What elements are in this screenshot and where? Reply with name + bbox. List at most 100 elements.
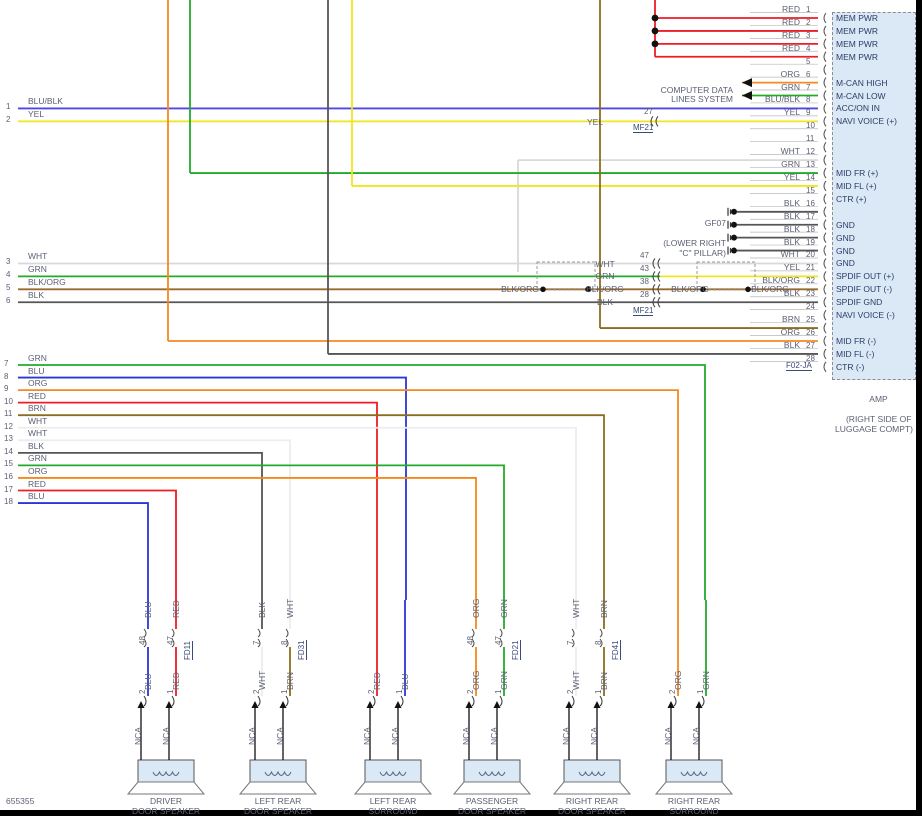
left-pin-wire-label-7: GRN [28,353,47,363]
left-pin-wire-label-9: ORG [28,378,48,389]
amp-connector-ref: F02-JA [786,361,812,371]
speaker-coil-driver-door-speaker [152,770,180,776]
speaker-lead-arrow-passenger-door-speaker-1 [493,701,501,708]
amp-pin-number-25: 25 [806,315,815,325]
wire-left-pin-17 [18,489,177,600]
amp-pin-number-9: 9 [806,108,811,118]
left-pin-wire-label-11: BRN [28,403,46,414]
speaker-leg-bot-label-left-rear-door-speaker-0: WHT [257,670,267,690]
amp-pin-function-8: ACC/ON IN [836,103,880,114]
amp-pin-function-7: M-CAN LOW [836,90,886,101]
left-pin-number-3: 3 [6,257,11,267]
amp-pin-number-28: 28 [806,353,815,363]
ground-location: (LOWER RIGHT "C" PILLAR) [663,238,726,258]
speaker-lead-arrow-left-rear-surround-speaker-0 [366,701,374,708]
wire-left-pin-15 [18,464,505,600]
mf21-lower-pin-47: 47 [640,251,649,261]
wire-left-pin-9 [18,389,679,600]
speaker-leg-top-label-passenger-door-speaker-1: GRN [499,599,509,618]
amp-pin-wire-label-9: YEL [783,107,800,118]
amp-box-caption: AMP (RIGHT SIDE OF LUGGAGE COMPT) [835,384,913,444]
amp-pin-number-1: 1 [806,5,811,14]
speaker-lead-arrow-passenger-door-speaker-0 [465,701,473,708]
amp-pin-function-6: M-CAN HIGH [836,77,888,88]
speaker-cone-left-rear-door-speaker [238,781,318,795]
amp-pin-number-6: 6 [806,69,811,79]
inline-connector-glyph [650,116,654,127]
wire-left-pin-13 [18,439,291,600]
speaker-pin-arc-right-rear-door-speaker-0 [571,695,575,707]
speaker-pin-number-right-rear-surround-speaker-1: 1 [696,689,705,694]
amp-pin-function-26: MID FR (-) [836,336,877,346]
speaker-lead-arrow-right-rear-surround-speaker-1 [695,701,703,708]
speaker-pin-number-right-rear-door-speaker-1: 1 [594,689,603,694]
speaker-conn-pin-left-rear-door-speaker-1: 8 [280,640,289,645]
speaker-pin-arc-passenger-door-speaker-1 [499,695,503,707]
mf21-lower-ref: MF21 [633,306,654,317]
amp-pin-bracket [823,128,827,140]
amp-pin-bracket [823,167,827,179]
computer-data-line2: LINES SYSTEM [671,94,733,104]
amp-pin-function-1: MEM PWR [836,13,879,23]
speaker-leg-bot-label-right-rear-door-speaker-1: BRN [599,672,609,690]
amp-pin-wire-label-21: YEL [783,262,800,273]
speaker-pin-number-left-rear-surround-speaker-0: 2 [367,689,376,694]
amp-pin-number-16: 16 [806,198,815,208]
left-pin-wire-label-18: BLU [28,491,45,502]
ground-dot [731,208,737,215]
speaker-pin-number-left-rear-surround-speaker-1: 1 [395,689,404,694]
blkorg-splice-3 [700,286,706,293]
amp-pin-wire-label-18: BLK [783,223,800,234]
amp-pin-wire-label-14: YEL [783,171,800,182]
left-pin-wire-label-10: RED [28,390,46,401]
data-line-arrow-1 [742,78,752,88]
amp-pin-function-20: GND [836,258,855,269]
left-pin-wire-label-1: BLU/BLK [28,96,63,107]
midspan-label-3: BLK/ORG [501,284,539,294]
wire-left-pin-7 [18,364,706,600]
amp-pin-wire-label-3: RED [782,29,800,40]
amp-pin-function-27: MID FL (-) [836,348,875,359]
speaker-conn-pin-passenger-door-speaker-1: 47 [494,636,503,645]
left-pin-wire-label-6: BLK [28,290,45,301]
amp-pin-wire-label-22: BLK/ORG [762,275,800,286]
amp-pin-function-23: SPDIF GND [836,297,883,308]
left-pin-number-2: 2 [6,115,11,125]
mf21-upper-pin: 27 [644,107,653,117]
speaker-lead-arrow-right-rear-surround-speaker-0 [667,701,675,708]
amp-pin-bracket [823,335,827,347]
amp-pin-wire-label-16: BLK [783,197,800,208]
speaker-leg-bot-label-left-rear-surround-speaker-0: RED [372,672,382,690]
amp-pin-function-14: MID FL (+) [836,180,877,191]
amp-pin-number-17: 17 [806,211,815,221]
speaker-leg-top-label-driver-door-speaker-0: BLU [143,601,153,618]
amp-pin-number-3: 3 [806,30,811,40]
amp-pin-bracket [823,51,827,63]
amp-pin-wire-label-1: RED [782,4,800,14]
left-pin-number-15: 15 [4,459,13,469]
speaker-lead-arrow-driver-door-speaker-0 [137,701,145,708]
speaker-leg-top-label-right-rear-door-speaker-1: BRN [599,600,609,618]
left-pin-wire-label-17: RED [28,478,46,489]
speaker-cone-right-rear-door-speaker [552,781,632,795]
left-pin-wire-label-4: GRN [28,264,47,275]
amp-pin-bracket [823,103,827,114]
speaker-ref-left-rear-door-speaker-0: NCA [247,727,257,745]
speaker-conn-pin-left-rear-door-speaker-0: 7 [252,640,261,645]
speaker-leg-bot-label-left-rear-surround-speaker-1: BLU [400,673,410,690]
speaker-leg-top-label-left-rear-door-speaker-1: WHT [285,598,295,618]
speaker-inline-conn-driver-door-speaker-0 [143,628,147,648]
speaker-pin-arc-left-rear-door-speaker-1 [285,695,289,707]
amp-pin-bracket [823,25,827,37]
amp-pin-number-19: 19 [806,237,815,247]
amp-pin-function-13: MID FR (+) [836,168,879,179]
amp-pin-wire-label-19: BLK [783,236,800,247]
left-pin-number-17: 17 [4,484,13,494]
speaker-pin-arc-right-rear-surround-speaker-0 [673,695,677,707]
speaker-pin-arc-right-rear-surround-speaker-1 [701,695,705,707]
speaker-ref-left-rear-door-speaker-1: NCA [275,727,285,745]
speaker-lead-arrow-left-rear-surround-speaker-1 [394,701,402,708]
left-pin-number-10: 10 [4,396,13,406]
speaker-conn-pin-right-rear-door-speaker-1: 8 [594,640,603,645]
